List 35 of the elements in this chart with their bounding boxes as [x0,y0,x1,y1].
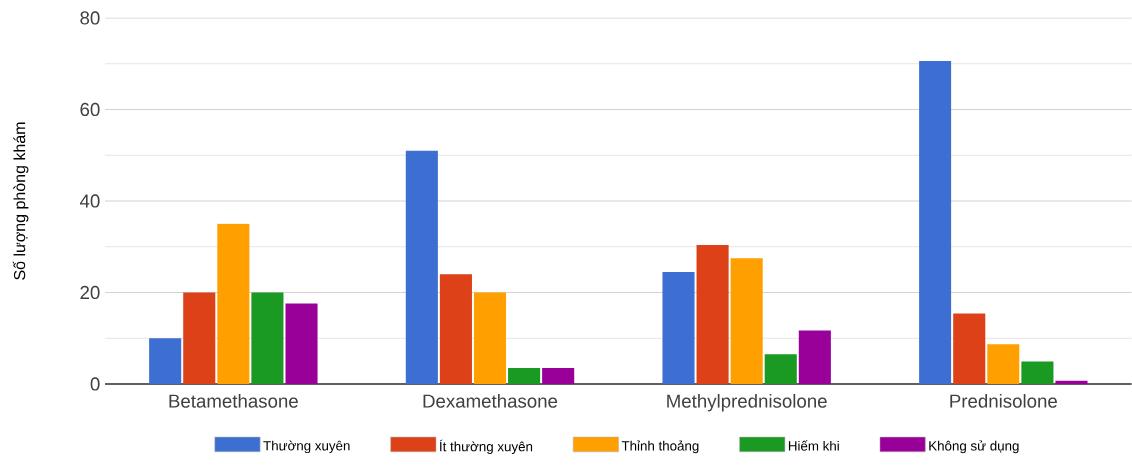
legend-label: Ít thường xuyên [439,439,533,454]
bar [919,60,952,384]
x-tick-label: Methylprednisolone [667,394,827,412]
bar [217,223,250,384]
x-tick-label: Dexamethasone [423,394,558,408]
bar [662,271,695,384]
y-tick-label: 60 [80,102,100,117]
bar [542,367,575,384]
bar [285,303,318,384]
legend-label: Thỉnh thoảng [621,440,699,454]
x-tick-label: Prednisolone [950,394,1057,408]
bar [183,292,216,384]
y-tick-label: 80 [80,11,100,25]
bar [508,367,541,384]
bar [953,313,986,384]
bar [439,274,472,384]
x-tick-label: Betamethasone [169,394,298,408]
bar [1055,380,1088,384]
legend-label: Không sử dụng [929,440,1019,454]
bar [764,354,797,384]
bar [473,292,507,384]
y-tick-label: 0 [90,377,100,391]
bar [696,244,729,384]
y-tick-label: 20 [80,285,100,300]
legend-label: Thường xuyên [263,440,350,454]
bar [798,330,831,384]
bar [149,338,182,384]
bar [405,150,438,384]
bar [1021,361,1054,384]
bar [730,258,763,384]
bar [987,344,1020,384]
legend-label: Hiếm khi [788,440,839,451]
y-tick-label: 40 [79,194,100,208]
bar [251,292,284,384]
y-axis-title: Số lượng phòng khám [12,122,29,280]
